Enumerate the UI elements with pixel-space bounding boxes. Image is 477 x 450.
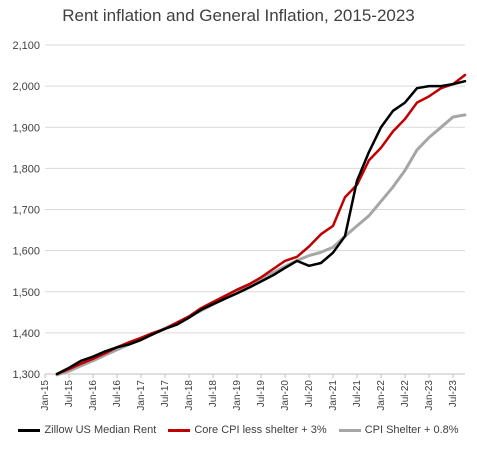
x-tick-label: Jul-17 [160,380,171,408]
y-tick-label: 2,100 [12,40,40,52]
x-tick-label: Jan-16 [88,380,99,411]
x-tick-label: Jan-17 [136,380,147,411]
x-tick-label: Jan-20 [280,380,291,411]
x-tick-label: Jul-15 [64,380,75,408]
x-tick-label: Jul-19 [256,380,267,408]
x-tick-label: Jan-15 [40,380,51,411]
x-tick-label: Jul-20 [304,380,315,408]
legend-item-2: Core CPI less shelter + 3% [168,424,327,436]
legend-item-3: CPI Shelter + 0.8% [338,424,459,436]
y-tick-label: 1,300 [12,369,40,381]
y-tick-label: 1,800 [12,163,40,175]
plot-area: 1,300 1,400 1,500 1,600 1,700 1,800 1,900 2,000… [12,40,467,411]
y-tick-label: 1,700 [12,205,40,217]
x-tick-label: Jul-22 [400,380,411,408]
legend-label: Core CPI less shelter + 3% [194,424,327,436]
x-tick-label: Jan-22 [376,380,387,411]
legend-item-1: Zillow US Median Rent [18,424,156,436]
x-tick-label: Jan-18 [184,380,195,411]
legend-swatch [18,428,41,432]
y-tick-label: 1,400 [12,328,40,340]
x-tick-label: Jul-21 [352,380,363,408]
y-tick-label: 1,600 [12,246,40,258]
series-line-3 [55,113,467,377]
legend-label: Zillow US Median Rent [44,424,157,436]
legend-label: CPI Shelter + 0.8% [364,424,459,436]
x-tick-label: Jul-18 [208,380,219,408]
legend-swatch [168,428,191,432]
chart-title: Rent inflation and General Inflation, 20… [62,6,415,25]
x-tick-label: Jan-23 [424,380,435,411]
series-line-2 [55,73,467,376]
legend: Zillow US Median Rent Core CPI less shelt… [0,424,477,436]
x-tick-label: Jan-19 [232,380,243,411]
y-tick-label: 1,500 [12,287,40,299]
y-tick-label: 1,900 [12,122,40,134]
x-tick-label: Jan-21 [328,380,339,411]
y-tick-label: 2,000 [12,81,40,93]
series-line-1 [55,79,467,376]
x-tick-label: Jul-16 [112,380,123,408]
x-tick-label: Jul-23 [448,380,459,408]
legend-swatch [338,428,361,432]
